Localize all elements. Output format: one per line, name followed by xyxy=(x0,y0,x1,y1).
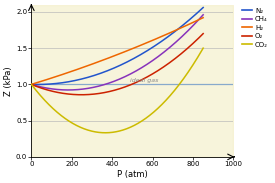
Legend: N₂, CH₄, H₂, O₂, CO₂: N₂, CH₄, H₂, O₂, CO₂ xyxy=(239,5,271,50)
X-axis label: P (atm): P (atm) xyxy=(117,170,148,179)
Y-axis label: Z (kPa): Z (kPa) xyxy=(4,66,13,96)
Text: ideal gas: ideal gas xyxy=(130,78,159,83)
